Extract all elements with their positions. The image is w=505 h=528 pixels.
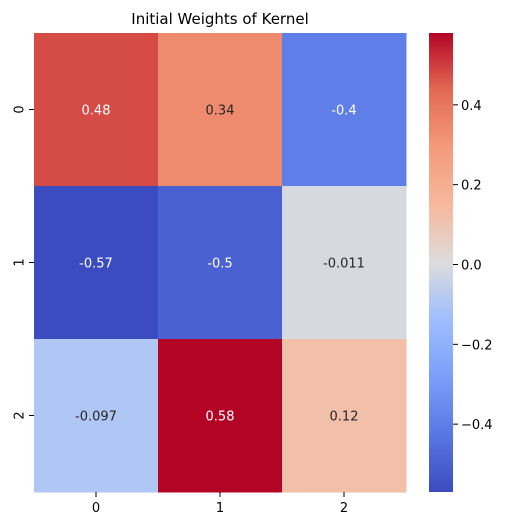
cell-label-r2-c1: 0.58 — [206, 410, 235, 425]
colorbar-tick-label-0: −0.4 — [461, 418, 493, 433]
heatmap-cell-r2-c1 — [158, 339, 283, 493]
colorbar-tick-label-3: 0.2 — [461, 179, 482, 194]
heatmap-cell-r2-c2 — [282, 339, 407, 493]
cell-label-r1-c0: -0.57 — [79, 257, 113, 272]
x-tick-label-0: 0 — [92, 501, 100, 516]
colorbar-tick-label-1: −0.2 — [461, 338, 493, 353]
cell-label-r1-c2: -0.011 — [323, 257, 365, 272]
colorbar — [429, 33, 453, 492]
heatmap-cell-r2-c0 — [34, 339, 159, 493]
cell-label-r2-c2: 0.12 — [330, 410, 359, 425]
x-tick-label-2: 2 — [340, 501, 348, 516]
colorbar-tick-label-2: 0.0 — [461, 258, 482, 273]
y-tick-label-0: 0 — [13, 105, 28, 113]
heatmap-cell-r0-c1 — [158, 33, 283, 187]
y-axis: 0 1 2 — [13, 105, 34, 420]
cell-label-r2-c0: -0.097 — [75, 410, 117, 425]
x-tick-label-1: 1 — [216, 501, 224, 516]
y-tick-label-2: 2 — [13, 411, 28, 419]
cell-label-r1-c1: -0.5 — [207, 257, 232, 272]
cell-label-r0-c2: -0.4 — [331, 104, 356, 119]
colorbar-ticks: −0.4 −0.2 0.0 0.2 0.4 — [453, 99, 493, 433]
x-axis: 0 1 2 — [92, 492, 348, 516]
colorbar-gradient — [429, 33, 453, 492]
y-tick-label-1: 1 — [13, 258, 28, 266]
heatmap-cell-r0-c0 — [34, 33, 159, 187]
heatmap-cell-r1-c0 — [34, 186, 159, 340]
heatmap-cell-r0-c2 — [282, 33, 407, 187]
cell-label-r0-c0: 0.48 — [82, 104, 111, 119]
heatmap-cell-labels: 0.48 0.34 -0.4 -0.57 -0.5 -0.011 -0.097 0.58 0.1… — [75, 104, 365, 425]
chart-title: Initial Weights of Kernel — [131, 10, 308, 28]
heatmap-cell-r1-c2 — [282, 186, 407, 340]
heatmap-cell-r1-c1 — [158, 186, 283, 340]
colorbar-tick-label-4: 0.4 — [461, 99, 482, 114]
cell-label-r0-c1: 0.34 — [206, 104, 235, 119]
heatmap-cells — [34, 33, 407, 493]
